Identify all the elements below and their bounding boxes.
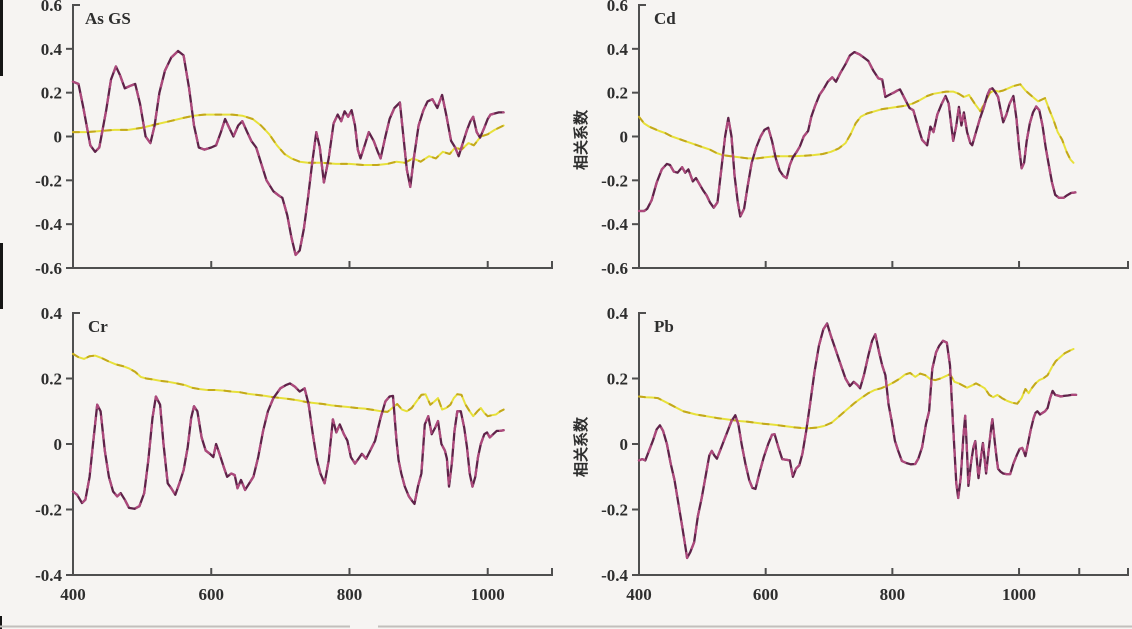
correlation-curve-line-dashes [637,322,1078,560]
correlation-curve-line-dashes [71,49,505,257]
x-tick-label: 1000 [471,585,505,604]
y-tick-label: 0 [54,128,63,147]
y-tick-label: 0.2 [607,370,628,389]
smoothed-curve-line [638,348,1075,430]
y-tick-label: -0.2 [35,501,62,520]
x-tick-label: 400 [60,585,86,604]
x-tick-label: 600 [198,585,224,604]
y-tick-label: 0 [620,435,629,454]
y-tick-label: 0.4 [41,304,63,323]
y-tick-label: 0.4 [41,40,63,59]
series-group [71,49,505,257]
y-tick-label: -0.4 [35,215,62,234]
panel-as-gs: 0.6 0.4 0.2 0 -0.2 -0.4 -0.6 As GS [35,0,553,278]
cropped-ylabel-artifact [0,0,3,76]
panel-title: Cr [88,317,108,336]
x-tick-label: 600 [753,585,779,604]
x-tick-label: 800 [880,585,906,604]
y-tick-label: 0.2 [41,84,62,103]
y-tick-label: -0.6 [601,259,628,278]
y-tick-label: 0.6 [41,0,62,15]
y-tick-label: -0.2 [601,171,628,190]
axis-spines [638,4,1129,269]
correlation-curve-line [637,50,1077,218]
correlation-curve-line [637,322,1078,560]
y-tick-label: -0.6 [35,259,62,278]
y-tick-label: 0 [54,435,63,454]
panel-title: Cd [654,9,676,28]
y-tick-label: -0.2 [601,501,628,520]
y-tick-label: 0.6 [607,0,628,15]
series-group [637,322,1078,560]
smoothed-curve-line-dashes [72,352,505,418]
x-tick-label: 1000 [1002,585,1036,604]
y-tick-label: 0.4 [607,40,629,59]
correlation-curve-line-dashes [637,50,1077,218]
panel-cd: 0.6 0.4 0.2 0 -0.2 -0.4 -0.6 Cd 相关系数 [572,0,1129,278]
y-tick-label: 0.4 [607,304,629,323]
cropped-ylabel-artifact [0,243,3,309]
y-tick-label: 0.2 [607,84,628,103]
series-group [637,50,1077,218]
y-axis-label: 相关系数 [572,416,590,477]
smoothed-curve-line-dashes [638,348,1075,430]
panel-title: As GS [85,9,131,28]
smoothed-curve-line-dashes [638,83,1075,164]
correlation-curve-line-dashes [71,382,505,510]
smoothed-curve-line [72,113,505,166]
y-tick-label: 0 [620,128,629,147]
cropped-ylabel-artifact [0,616,2,629]
x-tick-label: 800 [337,585,363,604]
y-tick-label: -0.4 [35,566,62,585]
y-tick-label: -0.2 [35,171,62,190]
y-tick-label: 0.2 [41,370,62,389]
x-tick-label: 400 [626,585,652,604]
y-tick-label: -0.4 [601,215,628,234]
smoothed-curve-line-dashes [72,113,505,166]
y-tick-label: -0.4 [601,566,628,585]
y-axis-label: 相关系数 [572,109,590,170]
series-group [71,352,505,510]
axis-spines [638,312,1129,576]
panel-title: Pb [654,317,674,336]
